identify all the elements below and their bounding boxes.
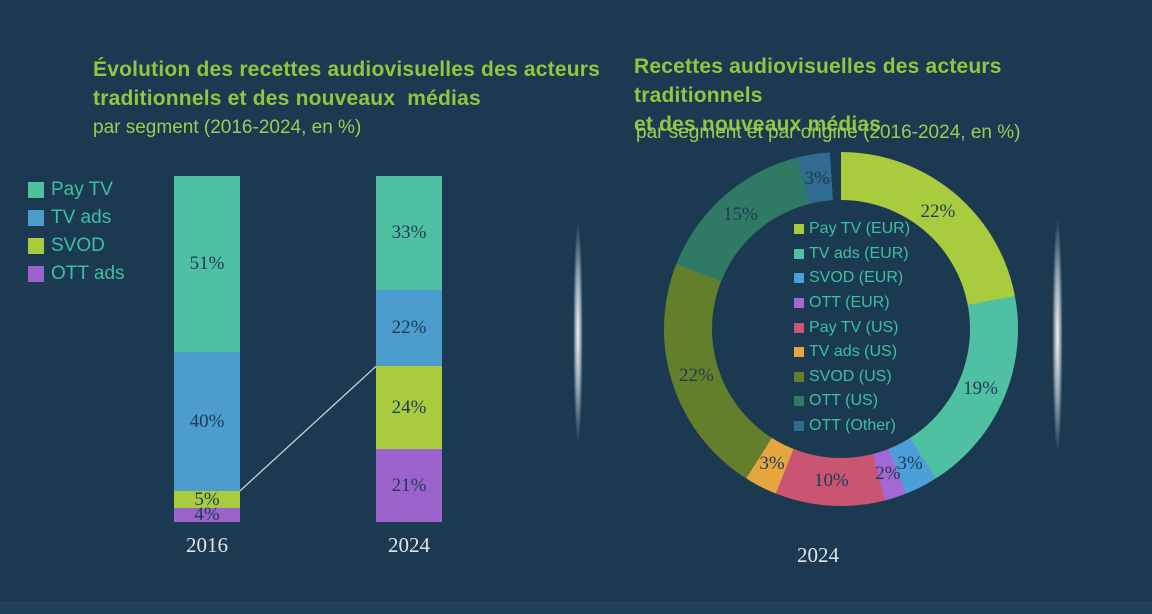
legend-swatch [28, 210, 44, 226]
donut-legend-item-ott-us-: OTT (US) [794, 389, 910, 414]
light-streak-right [1050, 168, 1065, 503]
left-chart-legend: Pay TV TV ads SVOD OTT ads [28, 176, 125, 288]
bar-segment-svod: 5% [174, 488, 240, 510]
legend-item-tv-ads: TV ads [28, 204, 125, 232]
legend-swatch [794, 421, 804, 432]
left-chart-title: Évolution des recettes audiovisuelles de… [93, 58, 600, 110]
bar-column-2024: 33% 22% 24% 21% [376, 176, 442, 522]
legend-swatch [28, 182, 44, 198]
legend-label: Pay TV (EUR) [809, 220, 911, 238]
legend-swatch [794, 298, 804, 309]
right-chart-subtitle: par segment et par origine (2016-2024, e… [636, 122, 1021, 143]
legend-label: OTT (US) [809, 392, 879, 410]
light-streak-left [571, 175, 585, 490]
donut-ring: 22% 19% 3% 2% 10% 3% 22% 15% 3% Pay TV (EUR) TV a… [664, 152, 1018, 506]
legend-label: OTT (EUR) [809, 294, 890, 312]
donut-legend-item-tv-ads-eur-: TV ads (EUR) [794, 242, 910, 267]
right-chart-title: Recettes audiovisuelles des acteurs trad… [634, 55, 1002, 136]
bar-segment-value: 22% [391, 317, 427, 339]
donut-slice-value-ott-other-: 3% [804, 167, 830, 189]
bar-segment-ott-ads: 21% [376, 449, 442, 522]
legend-swatch [794, 347, 804, 358]
donut-slice-value-tv-ads-eur-: 19% [963, 378, 998, 400]
donut-legend: Pay TV (EUR) TV ads (EUR) SVOD (EUR) OTT (E… [794, 217, 910, 438]
bar-segment-value: 40% [189, 410, 225, 432]
left-chart-subtitle: par segment (2016-2024, en %) [93, 117, 362, 138]
legend-label: Pay TV (US) [809, 318, 899, 336]
legend-label: OTT (Other) [809, 417, 896, 435]
legend-label: TV ads [51, 207, 112, 228]
donut-slice-value-tv-ads-us-: 3% [759, 453, 785, 475]
footer-band [0, 601, 1152, 614]
donut-legend-item-pay-tv-eur-: Pay TV (EUR) [794, 217, 910, 242]
connector-line [239, 365, 377, 492]
x-axis-label-2016: 2016 [186, 533, 228, 557]
bar-segment-value: 33% [391, 222, 427, 244]
bar-segment-value: 51% [189, 253, 225, 275]
legend-swatch [794, 248, 804, 259]
legend-item-pay-tv: Pay TV [28, 176, 125, 204]
donut-legend-item-svod-us-: SVOD (US) [794, 365, 910, 390]
bar-segment-value: 21% [391, 474, 427, 496]
legend-item-ott-ads: OTT ads [28, 260, 125, 288]
donut-hole [712, 200, 970, 458]
donut-slice-value-svod-eur-: 3% [897, 453, 923, 475]
bar-segment-value: 24% [391, 396, 427, 418]
bar-segment-pay-tv: 33% [376, 176, 442, 291]
donut-slice-value-ott-us-: 15% [723, 203, 758, 225]
bar-segment-tv-ads: 40% [174, 352, 240, 491]
x-axis-label-2024: 2024 [388, 533, 430, 557]
legend-swatch [794, 371, 804, 382]
bar-segment-value: 5% [194, 488, 220, 510]
legend-label: OTT ads [51, 263, 125, 284]
bar-segment-tv-ads: 22% [376, 290, 442, 367]
bar-segment-value: 4% [194, 504, 220, 526]
legend-swatch [794, 396, 804, 407]
legend-swatch [794, 273, 804, 284]
donut-legend-item-tv-ads-us-: TV ads (US) [794, 340, 910, 365]
bar-segment-pay-tv: 51% [174, 176, 240, 353]
donut-legend-item-ott-other-: OTT (Other) [794, 414, 910, 439]
legend-swatch [794, 322, 804, 333]
legend-label: Pay TV [51, 179, 113, 200]
legend-label: SVOD (EUR) [809, 269, 904, 287]
donut-year-label: 2024 [797, 543, 839, 567]
bar-segment-svod: 24% [376, 366, 442, 450]
donut-slice-value-pay-tv-eur-: 22% [920, 200, 956, 222]
legend-swatch [28, 266, 44, 282]
legend-label: SVOD (US) [809, 367, 892, 385]
legend-swatch [794, 224, 804, 235]
bar-column-2016: 51% 40% 5% 4% [174, 176, 240, 525]
donut-legend-item-pay-tv-us-: Pay TV (US) [794, 315, 910, 340]
legend-swatch [28, 238, 44, 254]
legend-label: SVOD [51, 235, 105, 256]
bar-segment-ott-ads: 4% [174, 504, 240, 525]
legend-item-svod: SVOD [28, 232, 125, 260]
donut-slice-value-svod-us-: 22% [679, 364, 714, 386]
legend-label: TV ads (EUR) [809, 244, 909, 262]
legend-label: TV ads (US) [809, 343, 898, 361]
donut-slice-value-ott-eur-: 2% [875, 462, 901, 484]
donut-legend-item-ott-eur-: OTT (EUR) [794, 291, 910, 316]
donut-legend-item-svod-eur-: SVOD (EUR) [794, 266, 910, 291]
donut-slice-value-pay-tv-us-: 10% [814, 469, 849, 491]
